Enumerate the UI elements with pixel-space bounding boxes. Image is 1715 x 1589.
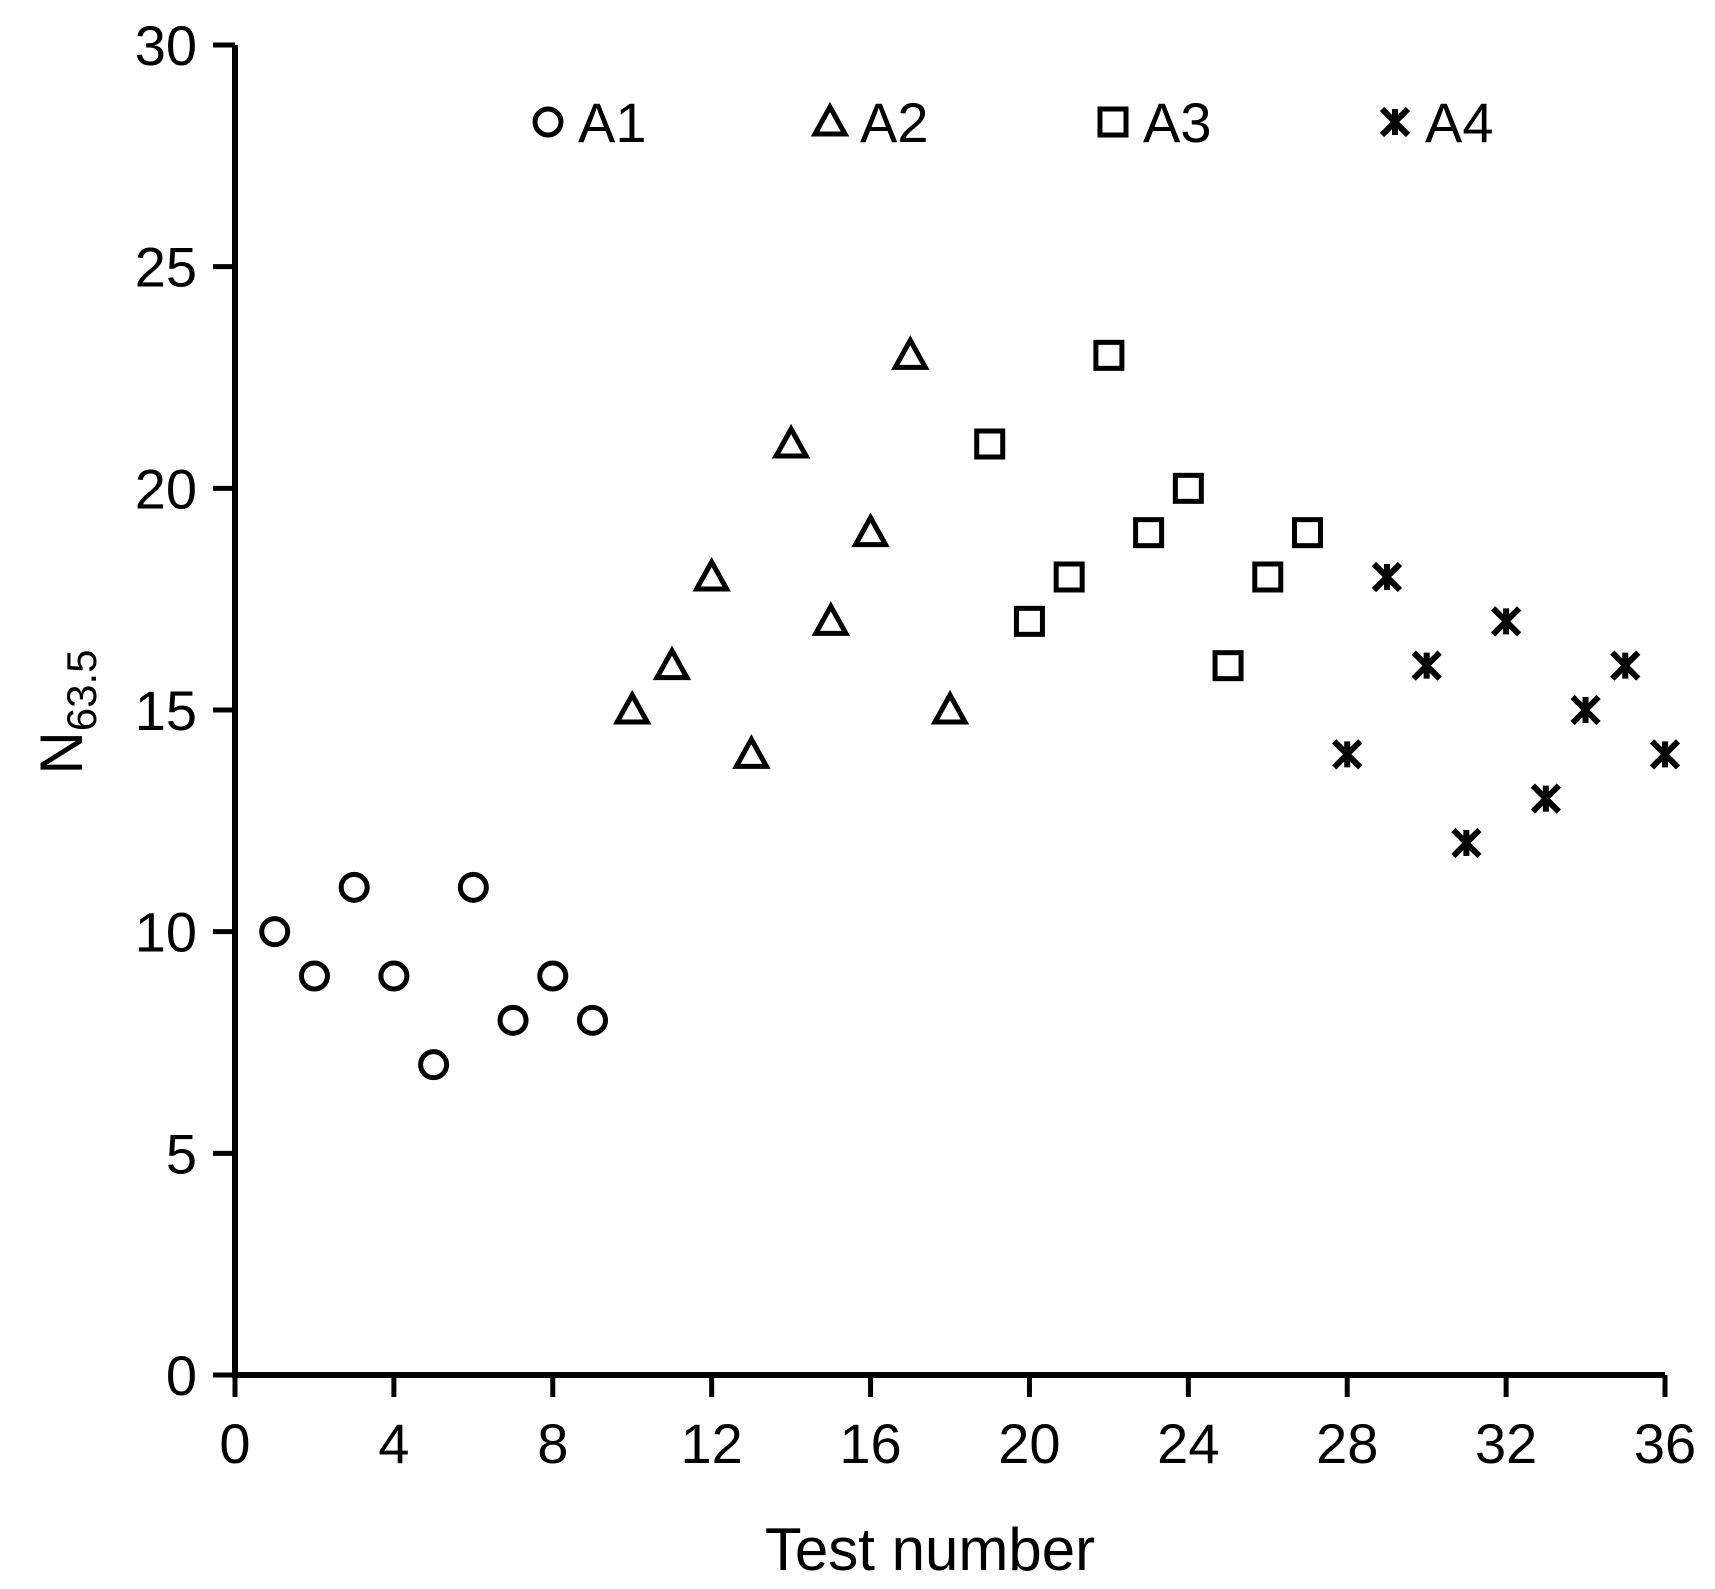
y-tick-label: 0: [166, 1344, 197, 1407]
x-tick-label: 28: [1316, 1412, 1378, 1475]
legend-item-a2: A2: [810, 91, 929, 154]
legend-marker: [1097, 106, 1129, 138]
legend-marker: [532, 106, 564, 138]
x-tick-label: 32: [1475, 1412, 1537, 1475]
data-point: [612, 689, 652, 725]
legend-item-a4: A4: [1379, 91, 1494, 154]
x-tick-label: 8: [537, 1412, 568, 1475]
data-point: [1093, 339, 1125, 371]
data-point: [418, 1049, 450, 1081]
data-point: [1212, 650, 1244, 682]
y-tick-label: 25: [135, 236, 197, 299]
x-tick-label: 16: [839, 1412, 901, 1475]
series-a3: [974, 339, 1323, 682]
data-point: [1490, 606, 1522, 637]
data-point: [1411, 650, 1442, 681]
data-point: [1292, 517, 1323, 549]
legend: A1 A2 A3 A4: [532, 91, 1494, 154]
data-point: [1172, 472, 1204, 504]
data-point: [652, 645, 692, 681]
y-tick-label: 5: [166, 1122, 197, 1185]
data-point: [692, 556, 731, 592]
legend-label: A3: [1143, 91, 1212, 154]
y-axis-title-main: N: [28, 731, 95, 774]
data-point: [1133, 517, 1165, 549]
legend-marker: [810, 101, 850, 137]
data-point: [974, 428, 1006, 460]
legend-marker: [1379, 106, 1411, 138]
data-point: [930, 689, 970, 725]
data-point: [771, 423, 811, 459]
data-point: [1013, 605, 1045, 637]
x-tick-label: 0: [219, 1412, 250, 1475]
x-tick-label: 36: [1634, 1412, 1696, 1475]
data-point: [497, 1004, 529, 1036]
data-point: [378, 960, 410, 992]
data-point: [851, 512, 890, 548]
data-point: [1332, 739, 1363, 770]
legend-label: A2: [860, 91, 929, 154]
y-tick-label: 30: [135, 14, 197, 77]
data-point: [732, 734, 771, 769]
data-point: [1610, 650, 1641, 681]
series-a4: [1332, 561, 1681, 859]
data-point: [577, 1004, 608, 1036]
data-point: [1570, 694, 1601, 726]
y-axis-title-subscript: 63.5: [58, 649, 105, 731]
data-point: [1451, 827, 1482, 859]
series-a2: [612, 335, 970, 769]
x-axis-title: Test number: [765, 1516, 1095, 1583]
axis-ticks: 0 5 10 15 20 25 30 0 4 8 12 16 20 24 28 32 36: [135, 14, 1696, 1475]
data-points: [259, 335, 1681, 1081]
x-tick-label: 24: [1157, 1412, 1219, 1475]
data-point: [1371, 561, 1403, 593]
data-point: [537, 960, 569, 992]
legend-label: A4: [1425, 91, 1494, 154]
data-point: [298, 960, 330, 992]
y-tick-label: 20: [135, 457, 197, 520]
data-point: [1649, 739, 1681, 770]
y-tick-label: 15: [135, 679, 197, 742]
axes: [232, 45, 1665, 1378]
data-point: [1530, 783, 1561, 814]
data-point: [891, 335, 930, 370]
data-point: [1252, 561, 1284, 593]
data-point: [259, 916, 291, 948]
x-tick-label: 20: [998, 1412, 1060, 1475]
data-point: [811, 601, 851, 636]
legend-item-a1: A1: [532, 91, 647, 154]
y-tick-label: 10: [135, 901, 197, 964]
x-tick-label: 4: [378, 1412, 409, 1475]
x-tick-label: 12: [681, 1412, 743, 1475]
legend-item-a3: A3: [1097, 91, 1212, 154]
series-a1: [259, 871, 608, 1081]
y-axis-title: N63.5: [28, 649, 105, 774]
legend-label: A1: [578, 91, 647, 154]
data-point: [457, 871, 489, 903]
data-point: [1053, 561, 1085, 593]
data-point: [338, 871, 370, 903]
